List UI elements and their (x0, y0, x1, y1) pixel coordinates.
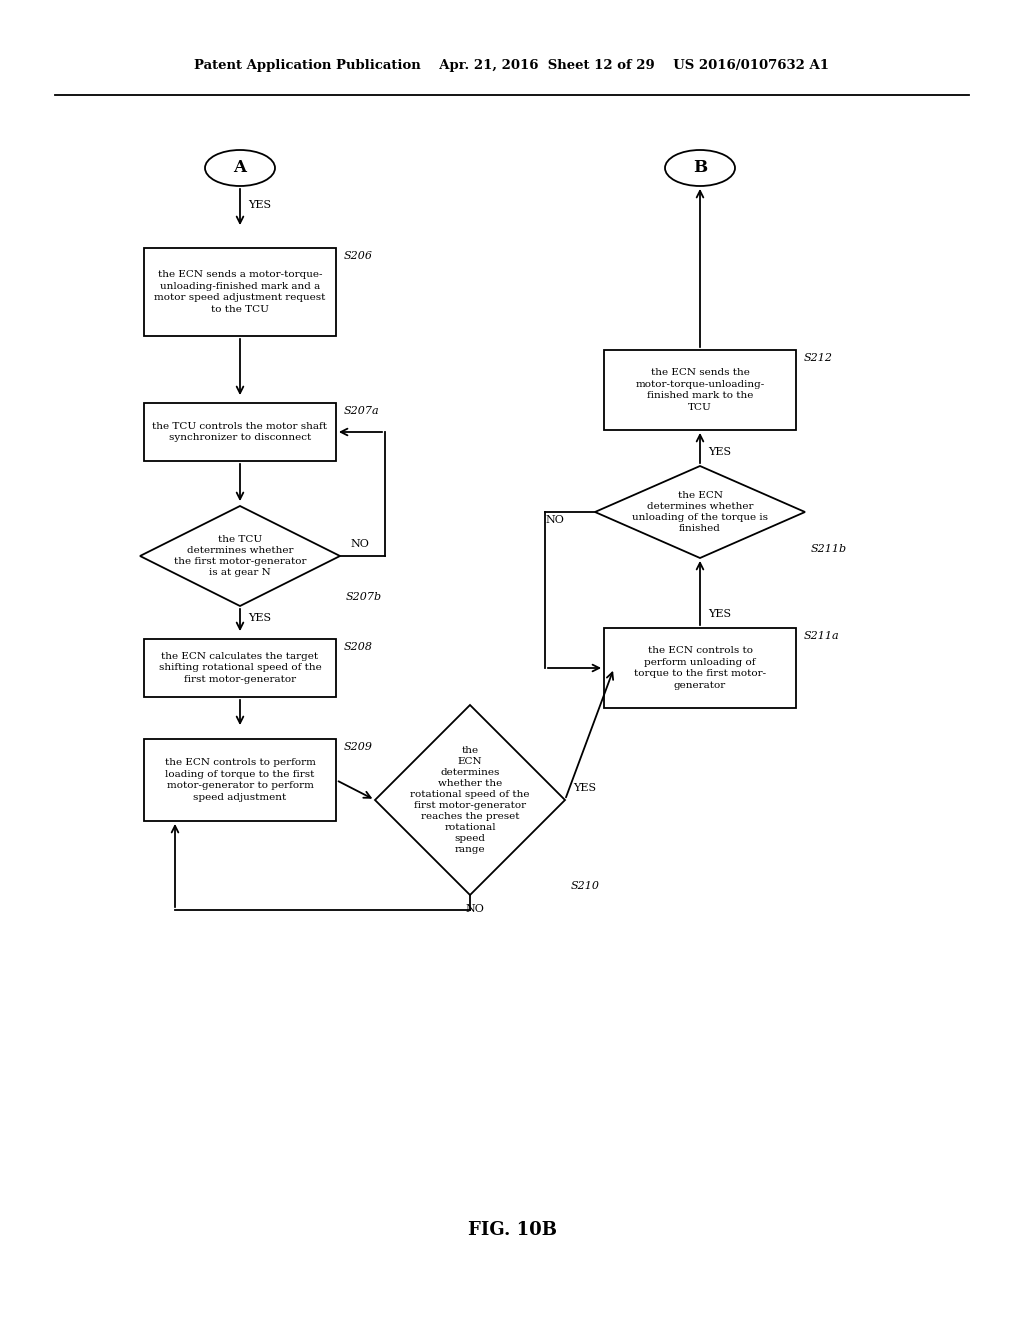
FancyBboxPatch shape (144, 639, 336, 697)
Text: the ECN controls to perform
loading of torque to the first
motor-generator to pe: the ECN controls to perform loading of t… (165, 758, 315, 803)
Text: the ECN
determines whether
unloading of the torque is
finished: the ECN determines whether unloading of … (632, 491, 768, 533)
Text: YES: YES (573, 783, 596, 793)
Text: the ECN calculates the target
shifting rotational speed of the
first motor-gener: the ECN calculates the target shifting r… (159, 652, 322, 684)
Text: NO: NO (350, 539, 369, 549)
Text: the
ECN
determines
whether the
rotational speed of the
first motor-generator
rea: the ECN determines whether the rotationa… (411, 746, 529, 854)
Text: S209: S209 (344, 742, 373, 752)
Ellipse shape (665, 150, 735, 186)
Text: S211b: S211b (811, 544, 847, 554)
Text: the TCU
determines whether
the first motor-generator
is at gear N: the TCU determines whether the first mot… (174, 535, 306, 577)
Polygon shape (140, 506, 340, 606)
Text: Patent Application Publication    Apr. 21, 2016  Sheet 12 of 29    US 2016/01076: Patent Application Publication Apr. 21, … (195, 58, 829, 71)
Text: S212: S212 (804, 352, 833, 363)
Text: YES: YES (708, 609, 731, 619)
FancyBboxPatch shape (604, 628, 796, 708)
FancyBboxPatch shape (144, 248, 336, 337)
Text: YES: YES (248, 612, 271, 623)
FancyBboxPatch shape (144, 403, 336, 461)
Text: S211a: S211a (804, 631, 840, 642)
Text: FIG. 10B: FIG. 10B (468, 1221, 556, 1239)
Text: S206: S206 (344, 251, 373, 261)
Text: NO: NO (545, 515, 564, 525)
Text: YES: YES (248, 201, 271, 210)
FancyBboxPatch shape (144, 739, 336, 821)
Text: A: A (233, 160, 247, 177)
FancyBboxPatch shape (604, 350, 796, 430)
Text: the ECN sends the
motor-torque-unloading-
finished mark to the
TCU: the ECN sends the motor-torque-unloading… (635, 368, 765, 412)
Text: the ECN sends a motor-torque-
unloading-finished mark and a
motor speed adjustme: the ECN sends a motor-torque- unloading-… (155, 269, 326, 314)
Text: the TCU controls the motor shaft
synchronizer to disconnect: the TCU controls the motor shaft synchro… (153, 421, 328, 442)
Polygon shape (595, 466, 805, 558)
Text: S207a: S207a (344, 407, 380, 416)
Text: YES: YES (708, 447, 731, 457)
Text: B: B (693, 160, 707, 177)
Polygon shape (375, 705, 565, 895)
Ellipse shape (205, 150, 275, 186)
Text: the ECN controls to
perform unloading of
torque to the first motor-
generator: the ECN controls to perform unloading of… (634, 645, 766, 690)
Text: S210: S210 (571, 880, 600, 891)
Text: S207b: S207b (346, 591, 382, 602)
Text: S208: S208 (344, 642, 373, 652)
Text: NO: NO (466, 904, 484, 913)
